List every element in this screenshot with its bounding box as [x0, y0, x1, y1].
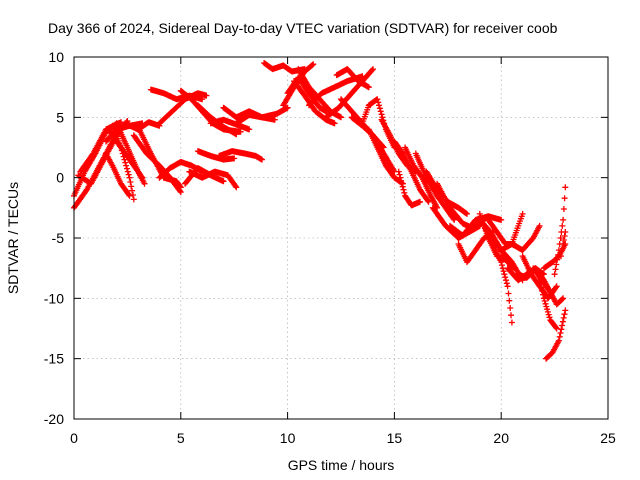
series-track-39 — [395, 168, 423, 209]
series-track-59 — [540, 241, 569, 272]
series-track-19 — [182, 165, 227, 187]
data-point-markers — [391, 138, 432, 205]
data-point-markers — [216, 148, 265, 163]
data-point-markers — [291, 78, 338, 127]
series-track-24 — [233, 104, 291, 127]
data-point-markers — [284, 74, 334, 117]
series-track-09 — [113, 120, 148, 187]
x-tick-label: 25 — [600, 430, 616, 446]
data-point-markers — [113, 120, 148, 187]
series-track-62 — [558, 229, 569, 260]
series-track-52 — [498, 222, 543, 254]
data-point-markers — [551, 184, 569, 278]
plot-frame — [73, 56, 609, 420]
y-tick-label: -20 — [44, 411, 64, 427]
data-point-markers — [558, 229, 569, 260]
x-axis-label: GPS time / hours — [288, 457, 395, 473]
series-track-40 — [402, 144, 441, 211]
data-points — [71, 60, 569, 362]
data-point-markers — [402, 144, 441, 211]
series-track-21 — [216, 148, 265, 163]
tick-labels: 0 5 10 15 20 25 -20 -15 -10 -5 0 5 10 — [44, 49, 616, 446]
series-track-54 — [508, 210, 526, 247]
data-point-markers — [536, 277, 560, 332]
data-point-markers — [543, 307, 569, 362]
y-axis-label: SDTVAR / TECUs — [5, 182, 21, 294]
data-point-markers — [498, 222, 543, 254]
series-track-32 — [333, 66, 372, 91]
data-point-markers — [177, 87, 244, 135]
x-tick-label: 15 — [387, 430, 403, 446]
series-track-58 — [536, 277, 560, 332]
series-track-20 — [194, 148, 238, 163]
x-tick-label: 0 — [70, 430, 78, 446]
data-point-markers — [508, 210, 526, 247]
x-tick-label: 20 — [493, 430, 509, 446]
data-point-markers — [540, 241, 569, 272]
data-point-markers — [233, 104, 291, 127]
data-point-markers — [395, 168, 423, 209]
data-point-markers — [182, 165, 227, 187]
y-tick-label: -5 — [52, 230, 65, 246]
series-track-60 — [543, 307, 569, 362]
series-track-28 — [291, 78, 338, 127]
y-tick-label: -10 — [44, 290, 64, 306]
data-point-markers — [333, 66, 372, 91]
y-tick-label: 10 — [48, 49, 64, 65]
series-track-38 — [391, 138, 432, 205]
series-track-61 — [551, 184, 569, 278]
series-track-07 — [103, 150, 133, 199]
x-tick-label: 5 — [177, 430, 185, 446]
data-point-markers — [103, 150, 133, 199]
y-tick-label: 0 — [56, 170, 64, 186]
y-tick-label: 5 — [56, 109, 64, 125]
series-track-16 — [177, 87, 244, 135]
y-tick-label: -15 — [44, 351, 64, 367]
x-tick-label: 10 — [280, 430, 296, 446]
series-track-27 — [284, 74, 334, 117]
grid-lines — [74, 57, 608, 419]
chart-title: Day 366 of 2024, Sidereal Day-to-day VTE… — [48, 20, 558, 36]
data-point-markers — [194, 148, 238, 163]
